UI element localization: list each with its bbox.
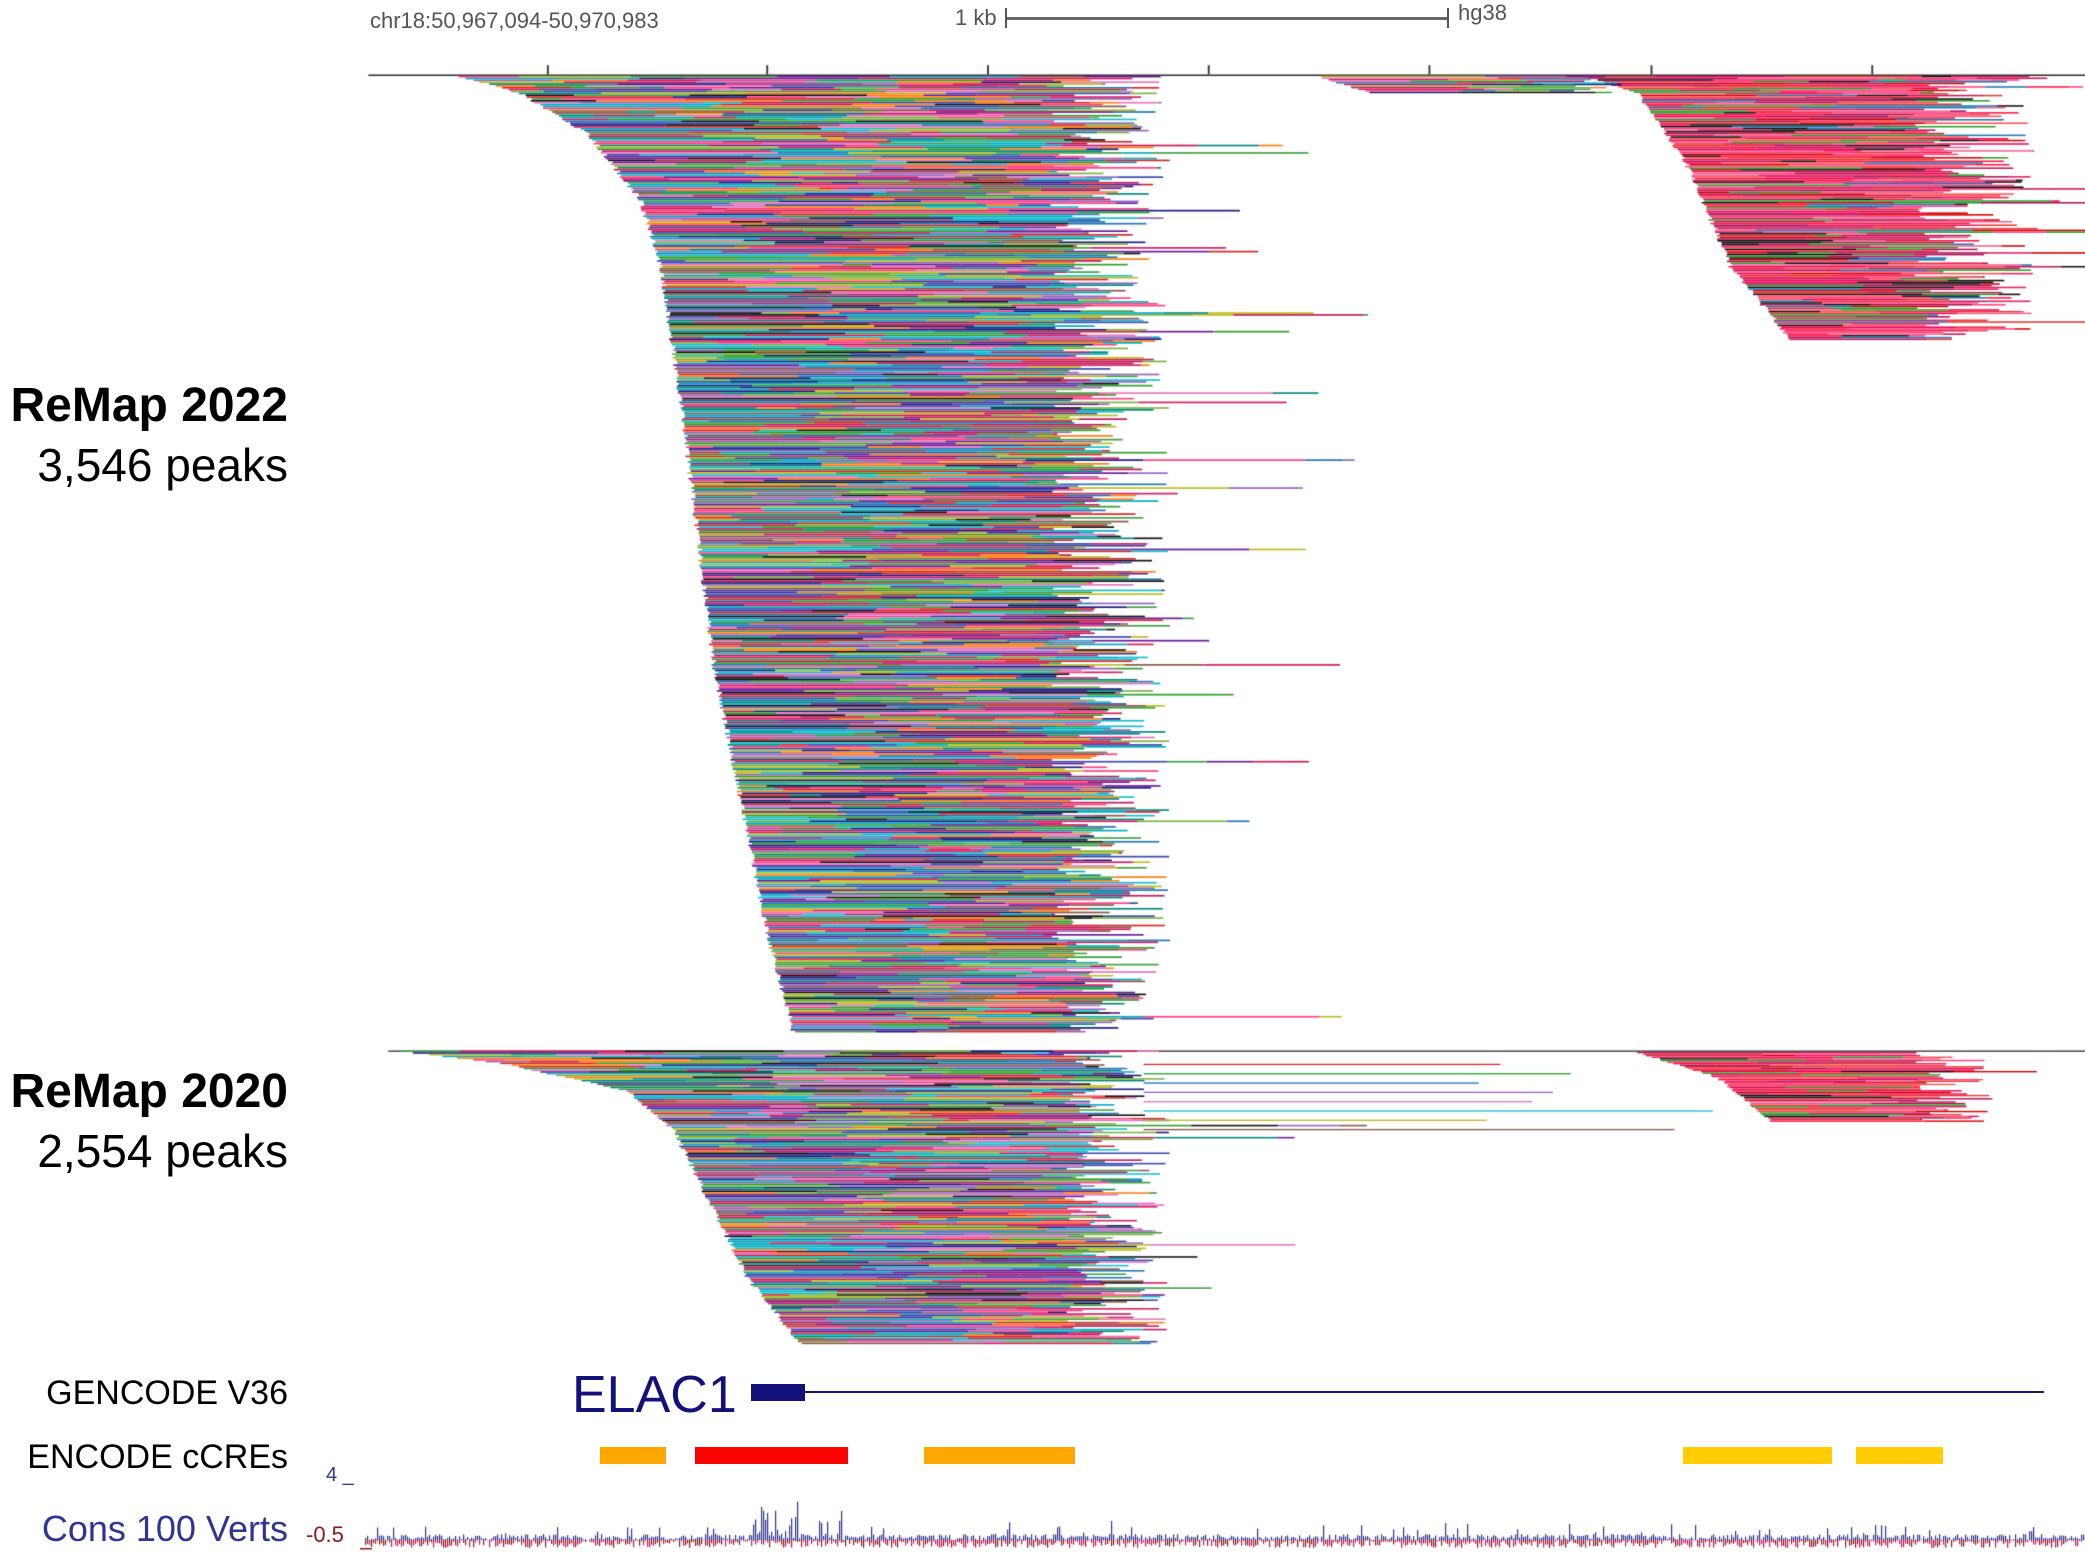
gene-exon[interactable] <box>751 1384 805 1401</box>
cons-max-label: 4 _ <box>326 1464 354 1486</box>
scale-bar-left-tick <box>1005 8 1007 28</box>
position-label: chr18:50,967,094-50,970,983 <box>370 8 659 33</box>
remap2022-count: 3,546 peaks <box>37 439 288 491</box>
cons-track-label[interactable]: Cons 100 Verts <box>41 1508 288 1549</box>
ccre-element[interactable] <box>1856 1447 1943 1464</box>
scale-bar <box>1006 17 1448 20</box>
remap2020-title[interactable]: ReMap 2020 <box>10 1065 288 1118</box>
ccre-element[interactable] <box>1683 1447 1832 1464</box>
gene-label-elac1[interactable]: ELAC1 <box>572 1366 737 1424</box>
gene-intron-line[interactable] <box>805 1391 2044 1393</box>
cons-min-label: -0.5 <box>306 1522 344 1547</box>
ccre-element[interactable] <box>695 1447 848 1464</box>
ccre-track-label[interactable]: ENCODE cCREs <box>27 1438 288 1476</box>
remap2022-title[interactable]: ReMap 2022 <box>10 379 288 432</box>
ccre-element[interactable] <box>600 1447 666 1464</box>
scale-label: 1 kb <box>955 5 997 30</box>
remap2020-count: 2,554 peaks <box>37 1125 288 1177</box>
assembly-label: hg38 <box>1458 0 1507 25</box>
ccre-element[interactable] <box>924 1447 1075 1464</box>
gencode-track-label[interactable]: GENCODE V36 <box>46 1374 288 1412</box>
scale-bar-right-tick <box>1447 8 1449 28</box>
